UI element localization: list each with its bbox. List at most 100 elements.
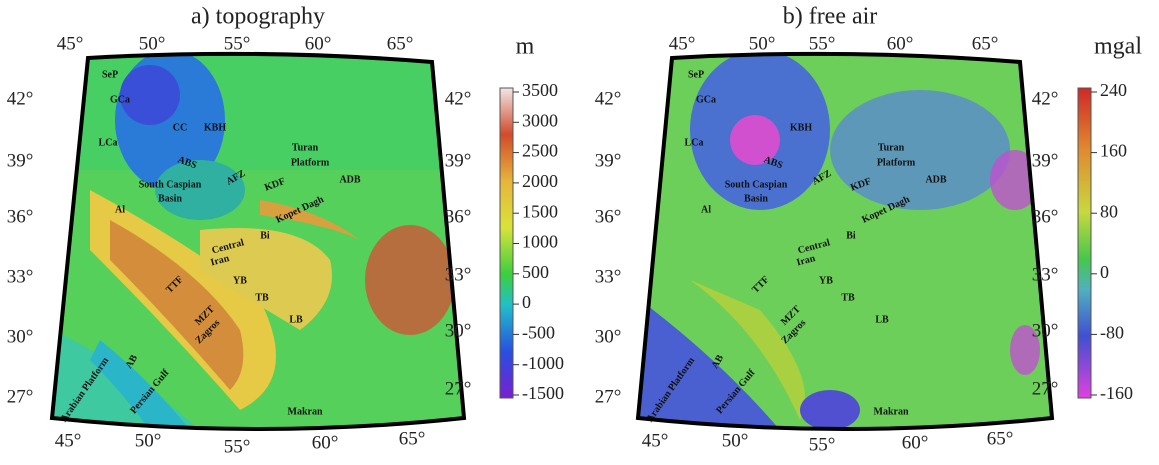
lat-label: 36° xyxy=(595,206,622,227)
lat-label: 39° xyxy=(445,150,472,171)
place-label: KBH xyxy=(204,122,226,133)
place-label: ADB xyxy=(925,174,946,185)
colorbar-tick-label: 160 xyxy=(1100,141,1127,161)
colorbar-tick-label: 2000 xyxy=(522,171,558,191)
place-label: GCa xyxy=(110,94,130,105)
lat-label: 27° xyxy=(595,386,622,407)
place-label: Platform xyxy=(291,157,330,168)
place-label: SeP xyxy=(688,69,704,80)
colorbar-tick-label: 1500 xyxy=(522,201,558,221)
lat-label: 30° xyxy=(7,326,34,347)
place-label: LB xyxy=(875,314,889,325)
lon-label: 60° xyxy=(305,33,332,54)
colorbar-a xyxy=(500,88,513,398)
place-label: Makran xyxy=(874,406,909,417)
lat-label: 30° xyxy=(1032,320,1059,341)
figure: a) topography 45° 50° 55° 60° 65° 45° 50° 55° 60°… xyxy=(0,0,1159,465)
colorbar-b xyxy=(1078,88,1091,398)
place-label: South Caspian xyxy=(725,179,788,190)
lon-label: 50° xyxy=(749,33,776,54)
lon-label: 45° xyxy=(55,430,82,451)
lat-label: 30° xyxy=(595,326,622,347)
lon-label: 60° xyxy=(887,33,914,54)
place-label: TB xyxy=(255,292,269,303)
lat-label: 36° xyxy=(7,206,34,227)
colorbar-unit: m xyxy=(516,34,535,60)
colorbar-tick-label: -160 xyxy=(1100,383,1133,403)
place-label: LCa xyxy=(685,137,704,148)
lat-label: 36° xyxy=(445,206,472,227)
lat-label: 39° xyxy=(7,150,34,171)
place-label: Basin xyxy=(744,193,768,204)
lon-label: 45° xyxy=(669,33,696,54)
colorbar-tick-label: -500 xyxy=(522,323,555,343)
panel-title: b) free air xyxy=(783,4,878,30)
lon-label: 65° xyxy=(987,428,1014,449)
lat-label: 27° xyxy=(445,378,472,399)
lat-label: 39° xyxy=(595,150,622,171)
place-label: GCa xyxy=(696,94,716,105)
lat-label: 36° xyxy=(1032,206,1059,227)
panel-title: a) topography xyxy=(191,4,325,30)
lon-label: 45° xyxy=(642,430,669,451)
lon-label: 45° xyxy=(57,33,84,54)
colorbar-tick-label: 240 xyxy=(1100,80,1127,100)
lat-label: 42° xyxy=(595,88,622,109)
map-b xyxy=(620,40,1060,440)
place-label: CC xyxy=(173,122,187,133)
place-label: South Caspian xyxy=(139,179,202,190)
lat-label: 33° xyxy=(1032,264,1059,285)
place-label: Bi xyxy=(846,230,856,241)
place-label: Bi xyxy=(260,230,270,241)
lon-label: 50° xyxy=(139,33,166,54)
lon-label: 55° xyxy=(809,33,836,54)
colorbar-tick-label: -1500 xyxy=(522,383,564,403)
lat-label: 27° xyxy=(7,386,34,407)
place-label: Platform xyxy=(877,157,916,168)
lon-label: 65° xyxy=(972,33,999,54)
place-label: Al xyxy=(701,204,711,215)
colorbar-tick-label: 2500 xyxy=(522,141,558,161)
lon-label: 50° xyxy=(135,430,162,451)
colorbar-tick-label: 0 xyxy=(522,292,531,312)
lon-label: 55° xyxy=(224,436,251,457)
lat-label: 33° xyxy=(595,266,622,287)
place-label: SeP xyxy=(102,69,118,80)
lon-label: 60° xyxy=(902,432,929,453)
colorbar-tick-label: 0 xyxy=(1100,262,1109,282)
place-label: Turan xyxy=(878,142,905,153)
place-label: Basin xyxy=(158,193,182,204)
place-label: LCa xyxy=(99,137,118,148)
place-label: Turan xyxy=(292,142,319,153)
lon-label: 55° xyxy=(224,33,251,54)
colorbar-unit: mgal xyxy=(1094,34,1142,60)
lat-label: 33° xyxy=(445,264,472,285)
place-label: Makran xyxy=(288,406,323,417)
lon-label: 65° xyxy=(387,33,414,54)
place-label: LB xyxy=(289,314,303,325)
place-label: KBH xyxy=(790,122,812,133)
colorbar-tick-label: 500 xyxy=(522,262,549,282)
lon-label: 65° xyxy=(399,428,426,449)
lat-label: 30° xyxy=(445,320,472,341)
lon-label: 60° xyxy=(312,432,339,453)
place-label: Al xyxy=(115,204,125,215)
lat-label: 42° xyxy=(1032,88,1059,109)
lat-label: 39° xyxy=(1032,150,1059,171)
colorbar-tick-label: -80 xyxy=(1100,323,1124,343)
colorbar-tick-label: 3000 xyxy=(522,110,558,130)
lat-label: 42° xyxy=(7,88,34,109)
lon-label: 50° xyxy=(722,430,749,451)
place-label: YB xyxy=(233,275,247,286)
lon-label: 55° xyxy=(809,434,836,455)
colorbar-tick-label: -1000 xyxy=(522,353,564,373)
colorbar-tick-label: 3500 xyxy=(522,80,558,100)
colorbar-tick-label: 1000 xyxy=(522,232,558,252)
place-label: TB xyxy=(841,292,855,303)
lat-label: 33° xyxy=(7,266,34,287)
place-label: YB xyxy=(819,275,833,286)
colorbar-tick-label: 80 xyxy=(1100,201,1118,221)
place-label: ADB xyxy=(339,174,360,185)
lat-label: 27° xyxy=(1032,378,1059,399)
lat-label: 42° xyxy=(445,88,472,109)
